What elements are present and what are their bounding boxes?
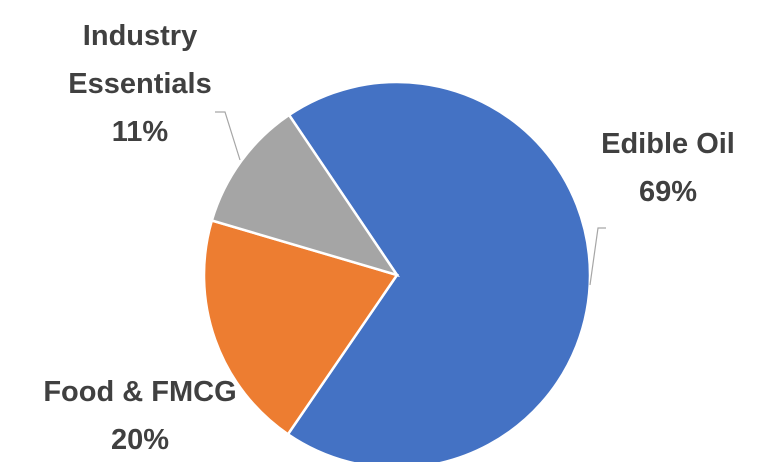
leader-line [215, 111, 241, 161]
data-label: Food & FMCG 20% [20, 368, 260, 464]
percent-label: 11% [111, 116, 169, 148]
pie-slice [202, 218, 400, 436]
percent-label: 69% [638, 176, 698, 208]
data-label: Industry Essentials 11% [40, 12, 240, 156]
slices [202, 80, 592, 462]
category-name: Food & FMCG [43, 376, 237, 408]
data-label: Edible Oil 69% [573, 120, 761, 216]
category-name: Edible Oil [601, 128, 735, 160]
pie-slice [286, 80, 592, 462]
category-name: Industry Essentials [68, 20, 212, 100]
leader-line [589, 227, 606, 286]
percent-label: 20% [110, 424, 170, 456]
pie-slice [210, 113, 400, 278]
